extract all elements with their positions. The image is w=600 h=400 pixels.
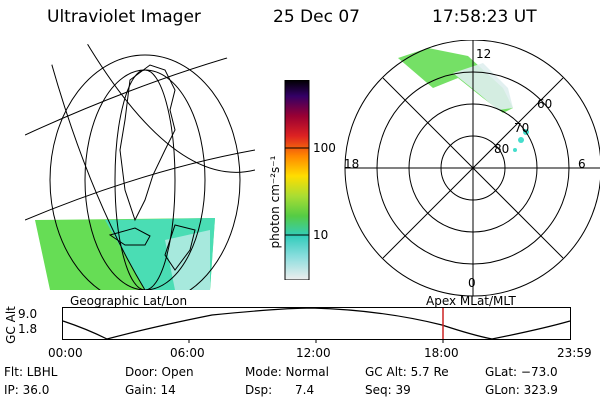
mlt-label-0: 0 <box>468 276 476 290</box>
time-tick-1200: 12:00 <box>296 346 331 360</box>
colorbar-tick-100: 100 <box>313 141 336 155</box>
colorbar-unit-label: photon cm⁻²s⁻¹ <box>268 155 282 249</box>
info-glon: GLon: 323.9 <box>485 383 558 397</box>
mlat-label-60: 60 <box>537 97 553 111</box>
mlt-label-18: 18 <box>344 157 360 171</box>
time-label: 17:58:23 UT <box>432 7 537 27</box>
alt-tick-low: 1.8 <box>18 322 38 336</box>
app-title: Ultraviolet Imager <box>47 7 201 27</box>
info-glat: GLat: −73.0 <box>485 365 558 379</box>
geographic-map <box>25 40 255 290</box>
color-scale-bar <box>284 80 310 280</box>
altitude-axis-label: GC Alt <box>4 306 18 344</box>
time-tick-2359: 23:59 <box>557 346 592 360</box>
time-tick-0000: 00:00 <box>48 346 83 360</box>
time-tick-1800: 18:00 <box>424 346 459 360</box>
info-gc-alt: GC Alt: 5.7 Re <box>365 365 449 379</box>
colorbar-tick-10: 10 <box>313 228 329 242</box>
info-door: Door: Open <box>125 365 194 379</box>
mlt-label-12: 12 <box>476 47 492 61</box>
alt-tick-high: 9.0 <box>18 307 38 321</box>
mlt-label-6: 6 <box>578 157 586 171</box>
time-tick-0600: 06:00 <box>170 346 205 360</box>
apex-panel-title: Apex MLat/MLT <box>426 294 516 308</box>
info-dsp: Dsp: 7.4 <box>245 383 315 397</box>
geographic-panel-title: Geographic Lat/Lon <box>70 294 188 308</box>
mlat-label-80: 80 <box>494 142 510 156</box>
altitude-timeline <box>62 307 571 343</box>
info-seq: Seq: 39 <box>365 383 411 397</box>
info-gain: Gain: 14 <box>125 383 176 397</box>
info-mode: Mode: Normal <box>245 365 329 379</box>
polar-plot <box>344 40 600 297</box>
info-ip: IP: 36.0 <box>4 383 50 397</box>
info-filter: Flt: LBHL <box>4 365 58 379</box>
date-label: 25 Dec 07 <box>273 7 360 27</box>
mlat-label-70: 70 <box>514 121 530 135</box>
